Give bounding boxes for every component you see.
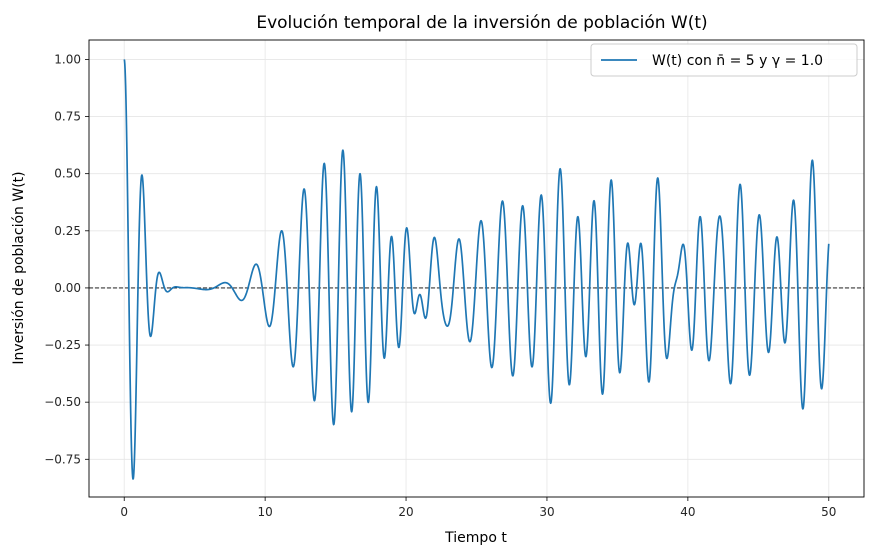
x-tick-label: 30 xyxy=(539,505,554,519)
plot-area xyxy=(88,39,865,498)
series-line xyxy=(123,59,830,480)
y-axis-label: Inversión de población W(t) xyxy=(11,171,27,364)
y-tick-label: −0.75 xyxy=(44,452,81,466)
y-tick-label: −0.50 xyxy=(44,395,81,409)
x-tick-label: 0 xyxy=(120,505,128,519)
x-tick-label: 10 xyxy=(257,505,272,519)
legend-box xyxy=(590,43,858,77)
y-tick-label: 1.00 xyxy=(54,52,81,66)
x-axis: 0 10 20 30 40 50 xyxy=(120,497,836,519)
y-tick-label: 0.50 xyxy=(54,167,81,181)
legend: W(t) con n̄ = 5 y γ = 1.0 xyxy=(590,43,858,77)
legend-label: W(t) con n̄ = 5 y γ = 1.0 xyxy=(652,53,823,69)
y-tick-label: 0.00 xyxy=(54,281,81,295)
y-tick-label: 0.25 xyxy=(54,224,81,238)
x-axis-label: Tiempo t xyxy=(444,530,507,546)
x-tick-label: 20 xyxy=(398,505,413,519)
x-tick-label: 40 xyxy=(680,505,695,519)
y-axis: −0.75 −0.50 −0.25 0.00 0.25 0.50 0.75 1.00 xyxy=(44,52,89,466)
y-tick-label: −0.25 xyxy=(44,338,81,352)
y-tick-label: 0.75 xyxy=(54,110,81,124)
chart-title: Evolución temporal de la inversión de po… xyxy=(256,13,707,33)
x-tick-label: 50 xyxy=(821,505,836,519)
plot-frame xyxy=(88,39,865,498)
